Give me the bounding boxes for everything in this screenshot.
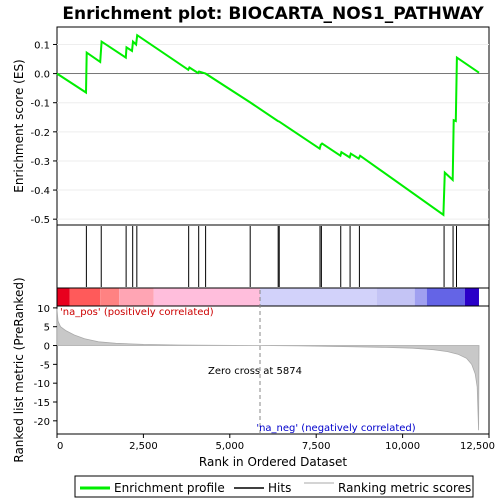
legend-profile-label: Enrichment profile <box>114 481 225 495</box>
legend: Enrichment profile Hits Ranking metric s… <box>74 475 474 498</box>
legend-metric-label: Ranking metric scores <box>338 481 471 495</box>
metric-ylabel: Ranked list metric (PreRanked) <box>12 277 26 462</box>
metric-ytick-label: -15 <box>34 398 50 409</box>
metric-x-axis: 0 2,500 5,000 7,500 10,000 12,500 <box>56 434 495 452</box>
metric-xtick-label: 10,000 <box>385 441 420 452</box>
color-bar-segment <box>414 288 427 306</box>
hits-panel-frame <box>56 224 490 289</box>
metric-xlabel: Rank in Ordered Dataset <box>199 455 347 469</box>
hits-panel <box>56 224 490 289</box>
color-bar-segment <box>426 288 465 306</box>
color-bar-segment <box>464 288 479 306</box>
ranking-metric-area <box>56 308 480 431</box>
es-ytick-label: -0.3 <box>30 157 50 168</box>
rank-color-bar <box>56 287 490 307</box>
metric-xtick-label: 5,000 <box>215 441 244 452</box>
color-bar-segment <box>260 288 377 306</box>
metric-ytick-label: -5 <box>40 360 50 371</box>
enrichment-profile-line <box>56 33 480 217</box>
metric-xtick-label: 12,500 <box>460 441 495 452</box>
es-ylabel: Enrichment score (ES) <box>12 59 26 192</box>
metric-y-axis: 10 5 0 -5 -10 -15 -20 <box>34 304 57 428</box>
color-bar-segment <box>119 288 154 306</box>
metric-panel: 10 5 0 -5 -10 -15 -20 0 2,500 5,000 7,500 10,000 12… <box>12 277 495 469</box>
metric-ytick-label: 10 <box>37 304 50 315</box>
legend-frame <box>74 475 474 498</box>
color-bar-segment <box>376 288 415 306</box>
es-panel: 0.1 0.0 -0.1 -0.2 -0.3 -0.4 -0.5 Enrichment sc… <box>12 26 490 226</box>
metric-xtick-label: 2,500 <box>129 441 158 452</box>
pos-label: 'na_pos' (positively correlated) <box>60 307 214 318</box>
metric-xtick-label: 7,500 <box>302 441 331 452</box>
color-bar-segment <box>57 288 70 306</box>
es-ytick-label: 0.1 <box>34 40 50 51</box>
metric-ytick-label: 5 <box>44 323 50 334</box>
es-panel-frame <box>56 26 490 226</box>
chart-title: Enrichment plot: BIOCARTA_NOS1_PATHWAY <box>62 4 484 24</box>
metric-ytick-label: -20 <box>34 417 50 428</box>
metric-panel-frame <box>56 305 490 435</box>
color-bar-segment <box>69 288 101 306</box>
es-ytick-label: -0.5 <box>30 215 50 226</box>
metric-ytick-label: 0 <box>44 342 50 353</box>
metric-ytick-label: -10 <box>34 379 50 390</box>
legend-hits-label: Hits <box>268 481 291 495</box>
es-y-axis: 0.1 0.0 -0.1 -0.2 -0.3 -0.4 -0.5 <box>30 40 57 226</box>
neg-label: 'na_neg' (negatively correlated) <box>256 423 415 434</box>
es-ytick-label: -0.1 <box>30 99 50 110</box>
es-ytick-label: -0.4 <box>30 186 50 197</box>
zero-cross-label: Zero cross at 5874 <box>208 366 302 377</box>
metric-xtick-label: 0 <box>57 441 63 452</box>
color-bar-segment <box>153 288 261 306</box>
es-ytick-label: 0.0 <box>34 70 50 81</box>
hit-marks <box>85 226 458 287</box>
color-bar-segment <box>100 288 120 306</box>
es-ytick-label: -0.2 <box>30 128 50 139</box>
